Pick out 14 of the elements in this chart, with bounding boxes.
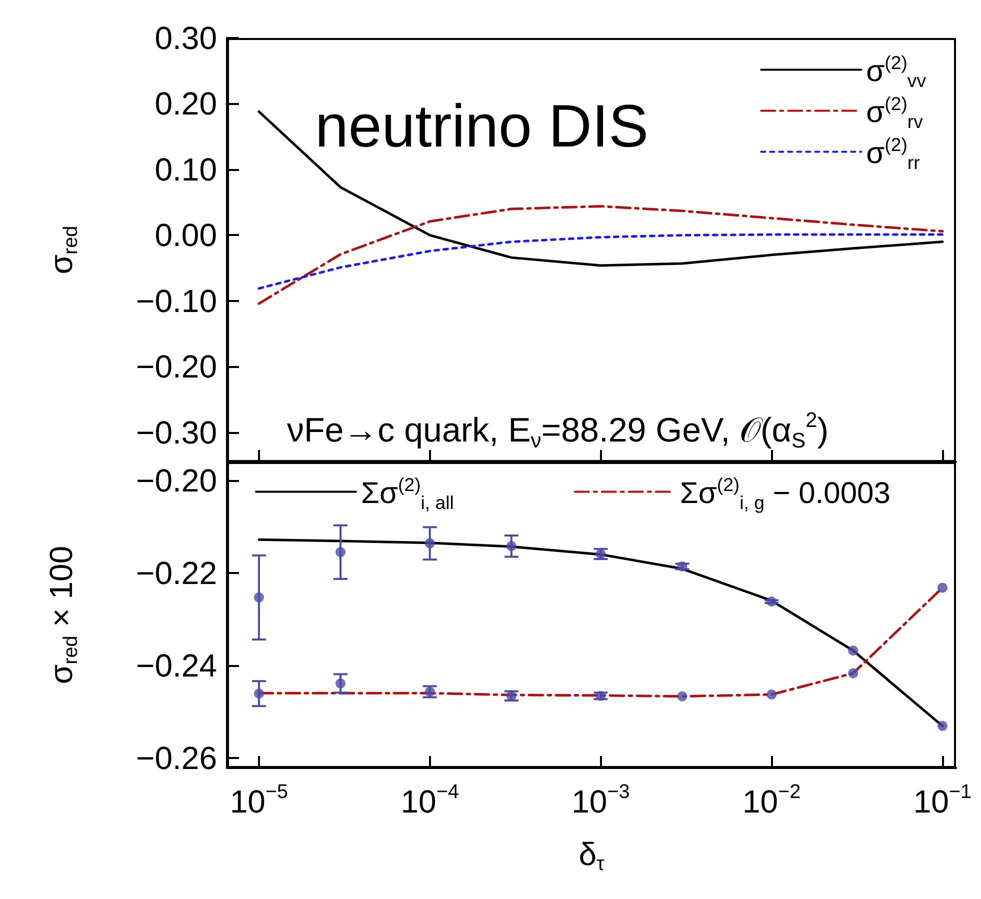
y-tick-label: −0.22 [136,554,217,591]
y-tick-label: −0.20 [136,462,217,498]
y-tick-label: −0.30 [136,414,217,450]
y-tick-label: 0.10 [154,151,217,188]
y-tick-label: −0.24 [136,647,217,684]
y-axis-title: σred × 100 [43,546,82,684]
y-axis-title: σred [43,226,82,274]
annotation: neutrino DIS [315,92,649,160]
y-tick-label: 0.00 [154,217,217,254]
y-tick-label: −0.10 [136,282,217,319]
y-tick-label: −0.26 [136,740,217,776]
y-tick-label: 0.30 [154,20,217,56]
y-tick-label: −0.20 [136,348,217,385]
y-tick-label: 0.20 [154,86,217,122]
